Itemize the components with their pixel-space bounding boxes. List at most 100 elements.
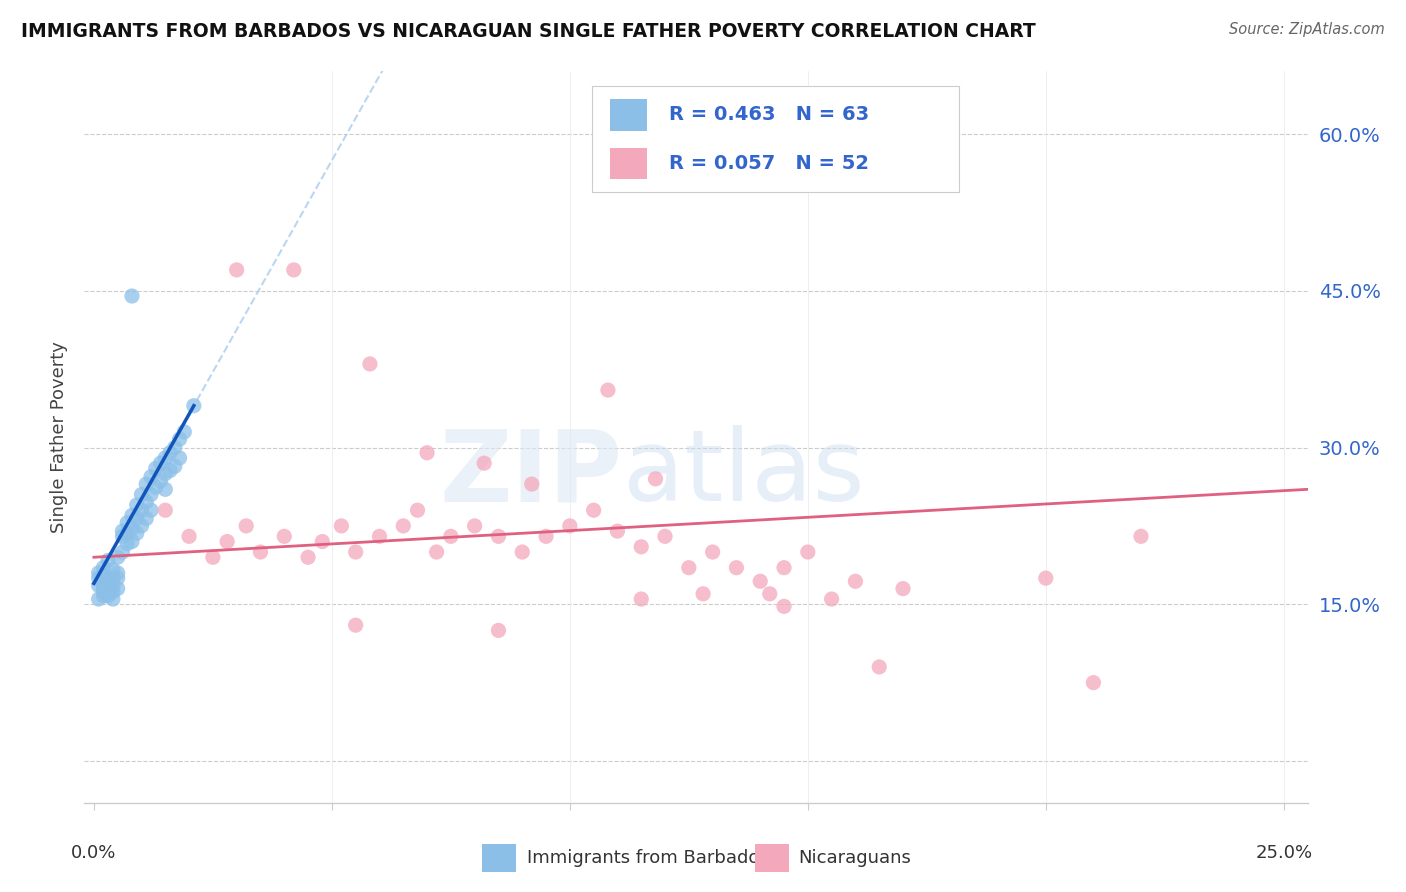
Point bbox=[582, 503, 605, 517]
Point bbox=[139, 503, 162, 517]
Point bbox=[344, 545, 367, 559]
Point bbox=[155, 503, 177, 517]
Point bbox=[488, 529, 510, 543]
Point bbox=[115, 526, 138, 541]
Point bbox=[87, 578, 110, 592]
Point bbox=[145, 480, 167, 494]
Point bbox=[107, 582, 129, 596]
Point bbox=[121, 534, 143, 549]
Point bbox=[273, 529, 295, 543]
Point bbox=[125, 511, 148, 525]
Point bbox=[440, 529, 463, 543]
Point bbox=[155, 467, 177, 481]
Point bbox=[654, 529, 676, 543]
Point bbox=[115, 516, 138, 530]
Point bbox=[87, 566, 110, 580]
Point bbox=[359, 357, 381, 371]
Point bbox=[131, 487, 153, 501]
Point bbox=[97, 589, 120, 603]
Point bbox=[173, 425, 195, 439]
Point bbox=[1130, 529, 1153, 543]
Point bbox=[139, 487, 162, 501]
Point bbox=[111, 524, 134, 538]
Point bbox=[297, 550, 319, 565]
Point bbox=[225, 263, 247, 277]
Point bbox=[235, 519, 257, 533]
Point bbox=[163, 441, 186, 455]
Point bbox=[692, 587, 714, 601]
Text: 25.0%: 25.0% bbox=[1256, 845, 1312, 863]
Point bbox=[97, 571, 120, 585]
Point bbox=[149, 456, 172, 470]
Point bbox=[472, 456, 495, 470]
Point bbox=[558, 519, 581, 533]
Point bbox=[135, 495, 157, 509]
Point bbox=[630, 540, 652, 554]
Point bbox=[159, 446, 181, 460]
Bar bbox=[755, 845, 789, 872]
Point bbox=[97, 578, 120, 592]
Point bbox=[145, 461, 167, 475]
Point bbox=[135, 477, 157, 491]
Point bbox=[177, 529, 200, 543]
Point bbox=[107, 571, 129, 585]
Point bbox=[596, 383, 619, 397]
Point bbox=[97, 582, 120, 596]
Text: Immigrants from Barbados: Immigrants from Barbados bbox=[527, 849, 769, 867]
Point bbox=[488, 624, 510, 638]
Point bbox=[169, 450, 191, 465]
Point bbox=[159, 463, 181, 477]
Point bbox=[139, 470, 162, 484]
Point bbox=[93, 584, 115, 599]
Point bbox=[101, 592, 124, 607]
Point bbox=[183, 399, 205, 413]
Point bbox=[368, 529, 391, 543]
Point bbox=[797, 545, 820, 559]
Point bbox=[131, 519, 153, 533]
Point bbox=[97, 553, 120, 567]
Point bbox=[311, 534, 333, 549]
Point bbox=[392, 519, 415, 533]
Text: ZIP: ZIP bbox=[440, 425, 623, 522]
Point bbox=[87, 571, 110, 585]
Point bbox=[510, 545, 533, 559]
Text: IMMIGRANTS FROM BARBADOS VS NICARAGUAN SINGLE FATHER POVERTY CORRELATION CHART: IMMIGRANTS FROM BARBADOS VS NICARAGUAN S… bbox=[21, 22, 1036, 41]
Point bbox=[121, 289, 143, 303]
Point bbox=[93, 568, 115, 582]
Point bbox=[344, 618, 367, 632]
Point bbox=[155, 450, 177, 465]
Point bbox=[891, 582, 914, 596]
Point bbox=[464, 519, 486, 533]
Point bbox=[93, 582, 115, 596]
Text: 0.0%: 0.0% bbox=[72, 845, 117, 863]
Point bbox=[125, 526, 148, 541]
Point bbox=[163, 459, 186, 474]
Point bbox=[749, 574, 772, 589]
Point bbox=[101, 563, 124, 577]
Point bbox=[121, 508, 143, 523]
Point bbox=[93, 578, 115, 592]
Point bbox=[217, 534, 239, 549]
Point bbox=[115, 536, 138, 550]
Point bbox=[249, 545, 271, 559]
Point bbox=[101, 580, 124, 594]
Point bbox=[1083, 675, 1105, 690]
Point bbox=[534, 529, 557, 543]
Point bbox=[101, 572, 124, 586]
Point bbox=[702, 545, 724, 559]
Point bbox=[87, 592, 110, 607]
Point bbox=[725, 560, 748, 574]
Point bbox=[101, 584, 124, 599]
Point bbox=[155, 483, 177, 497]
Point bbox=[758, 587, 780, 601]
Text: Nicaraguans: Nicaraguans bbox=[799, 849, 911, 867]
Point bbox=[97, 574, 120, 589]
Point bbox=[1035, 571, 1057, 585]
Point bbox=[416, 446, 439, 460]
Point bbox=[111, 529, 134, 543]
Point bbox=[135, 511, 157, 525]
Point bbox=[773, 599, 796, 614]
Point bbox=[426, 545, 449, 559]
Point bbox=[773, 560, 796, 574]
Point bbox=[131, 503, 153, 517]
